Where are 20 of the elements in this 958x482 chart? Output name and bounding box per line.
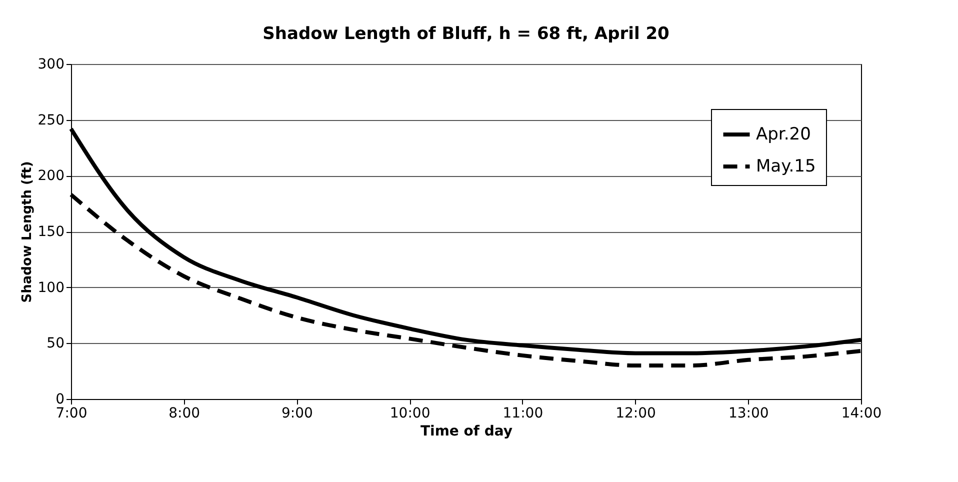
y-tick-label: 300 (38, 56, 64, 72)
y-tick-label: 0 (56, 392, 64, 408)
legend-label: May.15 (756, 156, 816, 176)
y-tick-label: 250 (38, 112, 64, 128)
x-tick-label: 8:00 (168, 406, 200, 422)
x-axis-title: Time of day (420, 424, 513, 440)
x-tick-label: 9:00 (281, 406, 313, 422)
chart-title: Shadow Length of Bluff, h = 68 ft, April 20 (262, 24, 670, 44)
x-tick-label: 13:00 (728, 406, 769, 422)
y-tick-label: 50 (46, 336, 64, 352)
x-tick-label: 10:00 (390, 406, 430, 422)
x-tick-label: 7:00 (56, 406, 88, 422)
y-tick-label: 100 (38, 280, 64, 296)
x-tick-label: 14:00 (841, 406, 882, 422)
y-axis-title: Shadow Length (ft) (20, 161, 35, 303)
x-tick-label: 12:00 (616, 406, 656, 422)
x-tick-label: 11:00 (502, 406, 544, 422)
y-tick-label: 200 (38, 168, 64, 184)
y-tick-label: 150 (38, 224, 64, 240)
legend-label: Apr.20 (756, 124, 811, 144)
